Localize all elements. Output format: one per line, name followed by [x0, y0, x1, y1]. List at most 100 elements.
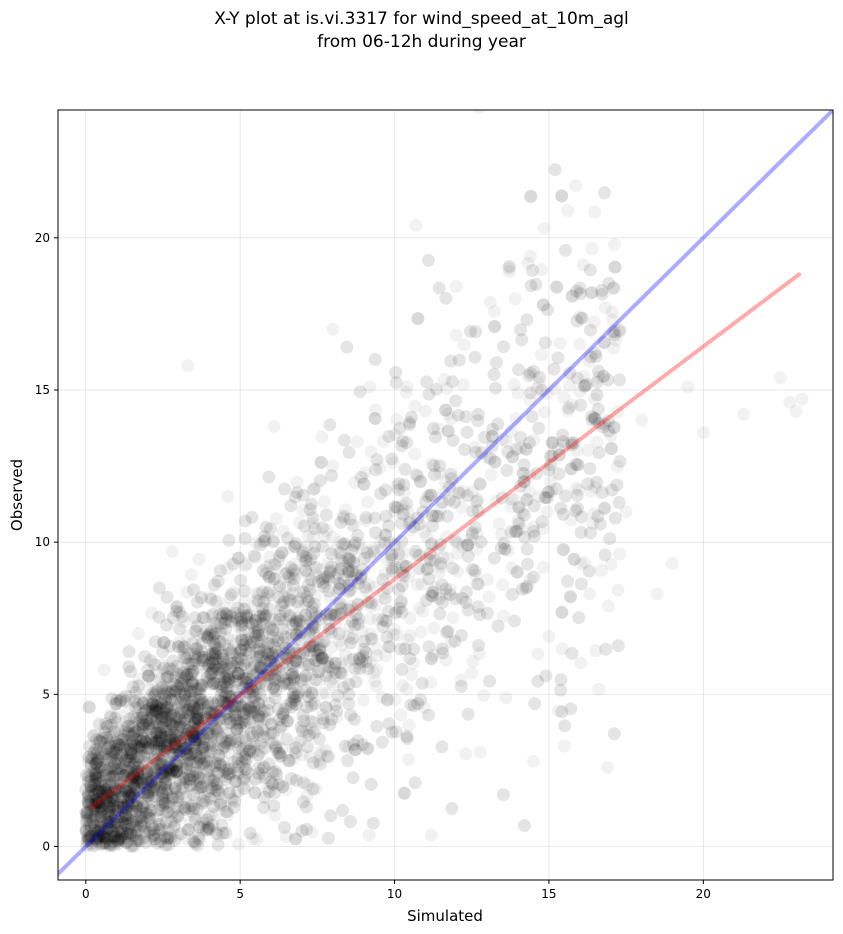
scatter-point	[526, 263, 539, 277]
scatter-point	[128, 771, 142, 784]
scatter-point	[304, 668, 318, 681]
scatter-point	[341, 551, 355, 565]
scatter-point	[531, 674, 545, 688]
scatter-point	[343, 815, 357, 828]
scatter-point	[88, 777, 102, 791]
scatter-point	[470, 527, 484, 540]
scatter-point	[173, 745, 187, 759]
scatter-point	[599, 301, 612, 315]
scatter-point	[517, 819, 531, 832]
scatter-point	[441, 624, 455, 638]
scatter-point	[87, 764, 101, 778]
scatter-point	[147, 717, 160, 731]
scatter-point	[146, 786, 159, 800]
scatter-point	[542, 463, 556, 477]
scatter-point	[220, 698, 234, 712]
scatter-point	[492, 517, 506, 531]
scatter-point	[220, 805, 234, 819]
scatter-point	[187, 721, 201, 735]
scatter-point	[463, 325, 477, 338]
scatter-point	[139, 714, 153, 728]
scatter-point	[281, 714, 295, 728]
scatter-point	[148, 699, 162, 713]
scatter-point	[573, 281, 587, 295]
scatter-point	[89, 766, 103, 780]
scatter-point	[218, 739, 231, 753]
scatter-point	[143, 773, 157, 787]
scatter-point	[240, 610, 254, 624]
scatter-point	[196, 722, 210, 736]
scatter-point	[376, 613, 390, 627]
scatter-point	[369, 463, 383, 477]
scatter-point	[89, 771, 103, 785]
scatter-point	[333, 546, 347, 560]
scatter-point	[185, 725, 198, 739]
scatter-point	[136, 707, 150, 721]
scatter-point	[306, 482, 320, 496]
scatter-point	[529, 277, 543, 291]
scatter-point	[165, 765, 178, 779]
scatter-point	[216, 741, 230, 755]
scatter-point	[182, 802, 196, 816]
scatter-point	[316, 652, 330, 665]
scatter-point	[137, 786, 150, 800]
scatter-point	[215, 646, 229, 660]
scatter-point	[286, 656, 300, 670]
scatter-point	[213, 635, 227, 648]
scatter-point	[327, 608, 341, 622]
scatter-point	[356, 563, 370, 576]
scatter-point	[400, 436, 414, 450]
scatter-point	[169, 678, 183, 692]
scatter-point	[460, 425, 474, 439]
scatter-point	[396, 498, 410, 512]
scatter-point	[142, 697, 156, 711]
scatter-point	[309, 588, 323, 602]
scatter-point	[159, 672, 173, 686]
scatter-point	[171, 794, 185, 808]
scatter-point	[186, 765, 200, 779]
scatter-point	[106, 798, 120, 812]
scatter-point	[159, 693, 172, 707]
scatter-point	[401, 633, 415, 647]
scatter-point	[176, 674, 190, 688]
scatter-point	[253, 610, 267, 623]
scatter-point	[272, 723, 286, 737]
scatter-point	[420, 530, 434, 544]
scatter-point	[252, 660, 266, 674]
scatter-point	[155, 763, 169, 777]
scatter-point	[303, 638, 317, 652]
scatter-point	[290, 614, 303, 628]
scatter-point	[160, 832, 174, 846]
scatter-point	[292, 629, 306, 642]
scatter-point	[125, 747, 139, 761]
scatter-point	[403, 652, 417, 665]
scatter-point	[351, 617, 365, 631]
scatter-point	[422, 708, 436, 722]
scatter-point	[281, 566, 295, 580]
scatter-point	[102, 800, 116, 814]
scatter-point	[110, 784, 124, 797]
scatter-point	[230, 722, 244, 736]
scatter-point	[351, 576, 365, 590]
scatter-point	[446, 611, 460, 625]
scatter-point	[338, 433, 351, 447]
scatter-point	[530, 467, 544, 480]
scatter-point	[142, 778, 155, 792]
scatter-point	[293, 624, 307, 638]
scatter-point	[176, 731, 189, 745]
scatter-point	[289, 537, 303, 550]
scatter-point	[113, 766, 127, 780]
scatter-point	[389, 561, 403, 574]
scatter-point	[180, 723, 194, 737]
scatter-point	[427, 459, 441, 473]
scatter-point	[361, 495, 375, 509]
scatter-point	[250, 665, 264, 679]
scatter-point	[290, 689, 304, 703]
scatter-point	[155, 742, 168, 756]
scatter-point	[208, 627, 222, 640]
scatter-point	[455, 591, 469, 605]
scatter-point	[453, 486, 467, 500]
scatter-point	[140, 786, 154, 800]
scatter-point	[287, 680, 300, 694]
scatter-point	[94, 816, 108, 829]
